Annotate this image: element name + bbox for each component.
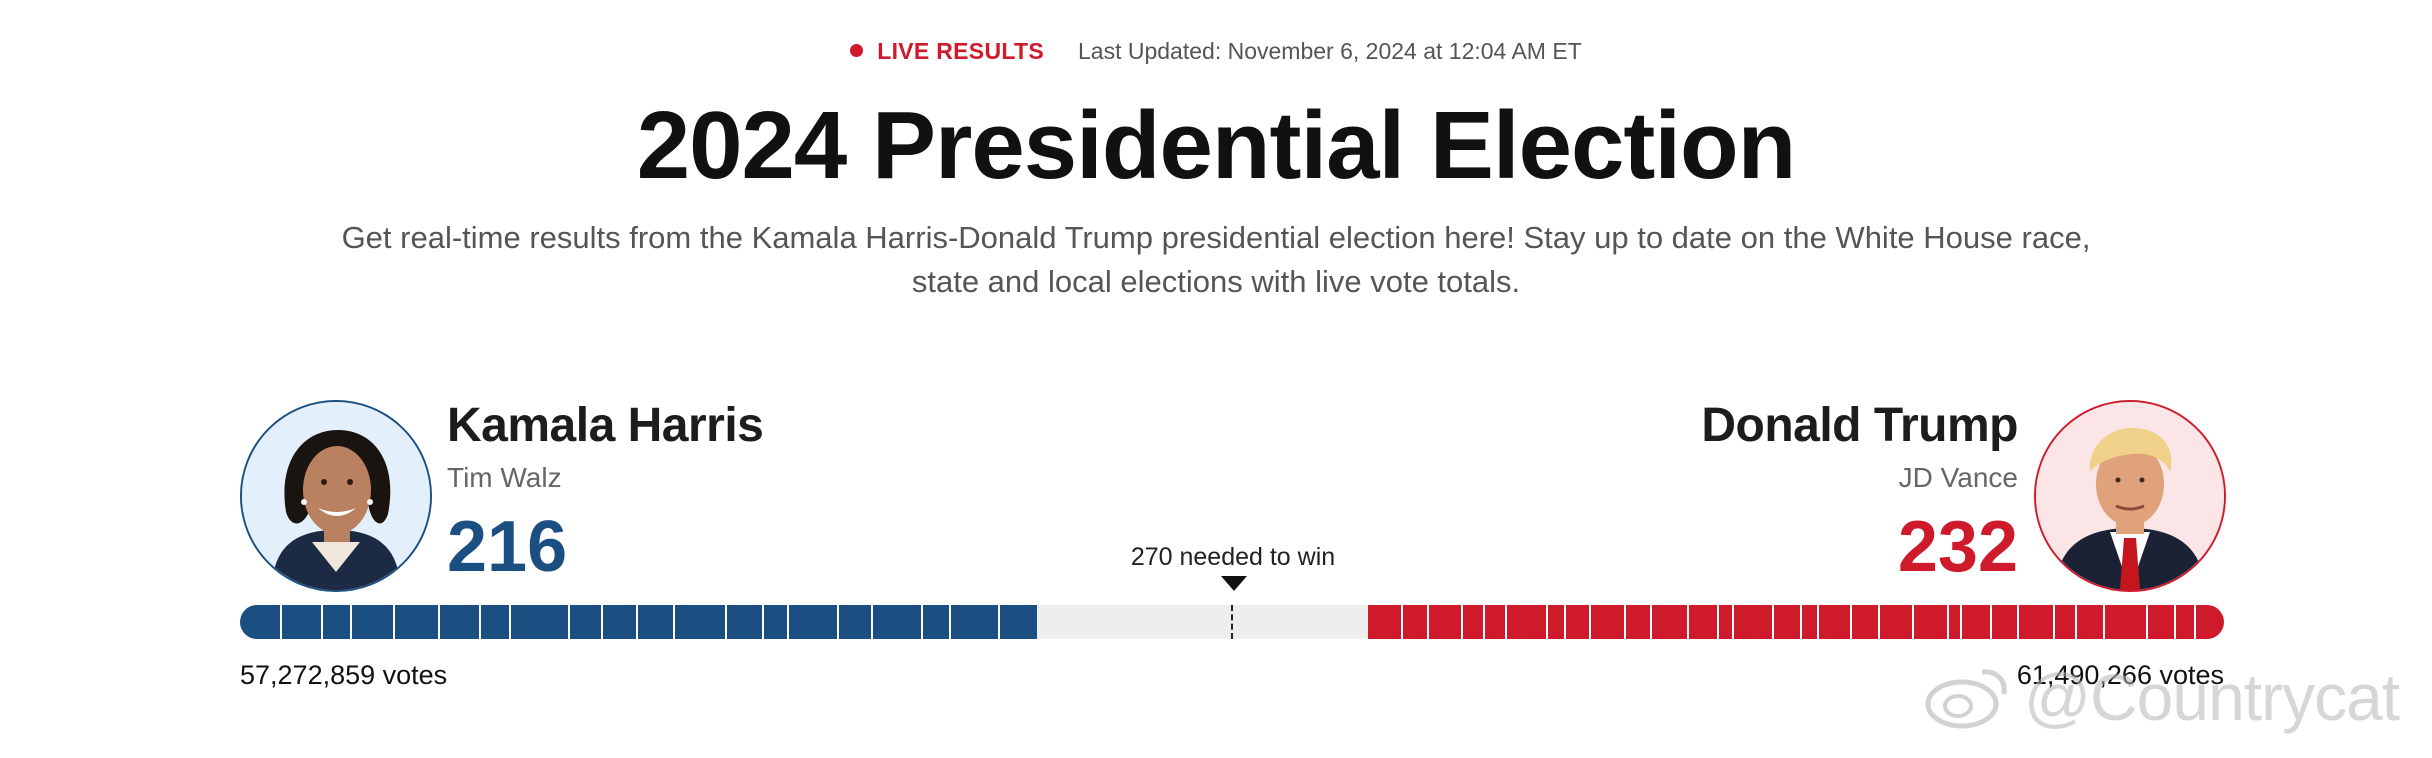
state-segment-divider	[1878, 605, 1881, 639]
harris-name: Kamala Harris	[447, 399, 764, 452]
state-segment-divider	[321, 605, 324, 639]
state-segment-divider	[787, 605, 790, 639]
state-segment-divider	[350, 605, 353, 639]
state-segment-divider	[2173, 605, 2176, 639]
watermark-text: @Countrycat	[2024, 660, 2400, 734]
electoral-vote-bar	[240, 605, 2224, 639]
state-segment-divider	[1400, 605, 1403, 639]
state-segment-divider	[921, 605, 924, 639]
live-indicator-dot	[850, 44, 864, 57]
harris-popular-votes: 57,272,859 votes	[240, 660, 448, 690]
state-segment-divider	[672, 605, 675, 639]
watermark: @Countrycat	[1924, 652, 2424, 742]
harris-running-mate: Tim Walz	[447, 462, 562, 493]
state-segment-divider	[479, 605, 482, 639]
state-segment-divider	[1650, 605, 1653, 639]
state-segment-divider	[948, 605, 951, 639]
weibo-logo-icon	[1925, 669, 2007, 729]
state-segment-divider	[870, 605, 873, 639]
state-segment-divider	[761, 605, 764, 639]
threshold-dashed-line	[1231, 605, 1233, 639]
trump-electoral-votes: 232	[1897, 507, 2018, 587]
state-segment-divider	[1799, 605, 1802, 639]
page-title: 2024 Presidential Election	[636, 92, 1797, 199]
state-segment-divider	[1960, 605, 1963, 639]
state-segment-divider	[437, 605, 440, 639]
state-segment-divider	[1563, 605, 1566, 639]
state-segment-divider	[1460, 605, 1463, 639]
state-segment-divider	[1426, 605, 1429, 639]
state-segment-divider	[1850, 605, 1853, 639]
kamala-harris-photo-icon	[242, 402, 430, 590]
trump-avatar	[2034, 400, 2226, 592]
trump-bar-fill	[1368, 605, 2224, 639]
state-segment-divider	[508, 605, 511, 639]
state-segment-divider	[998, 605, 1001, 639]
state-segment-divider	[567, 605, 570, 639]
state-segment-divider	[636, 605, 639, 639]
threshold-label: 270 needed to win	[1130, 543, 1336, 571]
state-segment-divider	[1687, 605, 1690, 639]
state-segment-divider	[1771, 605, 1774, 639]
state-segment-divider	[1989, 605, 1992, 639]
page-subtitle: Get real-time results from the Kamala Ha…	[341, 220, 2091, 299]
trump-running-mate: JD Vance	[1898, 462, 2018, 493]
state-segment-divider	[1588, 605, 1591, 639]
threshold-arrow-icon	[1221, 576, 1247, 591]
state-segment-divider	[2102, 605, 2105, 639]
state-segment-divider	[2074, 605, 2077, 639]
state-segment-divider	[2145, 605, 2148, 639]
state-segment-divider	[1717, 605, 1720, 639]
state-segment-divider	[393, 605, 396, 639]
live-status-line: LIVE RESULTS Last Updated: November 6, 20…	[0, 34, 2432, 68]
state-segment-divider	[1504, 605, 1507, 639]
donald-trump-photo-icon	[2036, 402, 2224, 590]
state-segment-divider	[1483, 605, 1486, 639]
state-segment-divider	[1623, 605, 1626, 639]
state-segment-divider	[600, 605, 603, 639]
state-segment-divider	[2017, 605, 2020, 639]
state-segment-divider	[724, 605, 727, 639]
state-segment-divider	[1546, 605, 1549, 639]
harris-bar-fill	[240, 605, 1037, 639]
state-segment-divider	[1912, 605, 1915, 639]
state-segment-divider	[2193, 605, 2196, 639]
state-segment-divider	[1817, 605, 1820, 639]
state-segment-divider	[837, 605, 840, 639]
state-segment-divider	[279, 605, 282, 639]
last-updated-text: Last Updated: November 6, 2024 at 12:04 …	[1078, 38, 1582, 64]
state-segment-divider	[1946, 605, 1949, 639]
trump-popular-votes: 61,490,266 votes	[2016, 660, 2224, 690]
state-segment-divider	[1732, 605, 1735, 639]
live-results-label: LIVE RESULTS	[877, 38, 1044, 64]
harris-electoral-votes: 216	[447, 507, 568, 587]
harris-avatar	[240, 400, 432, 592]
trump-name: Donald Trump	[1701, 399, 2018, 452]
state-segment-divider	[2052, 605, 2055, 639]
